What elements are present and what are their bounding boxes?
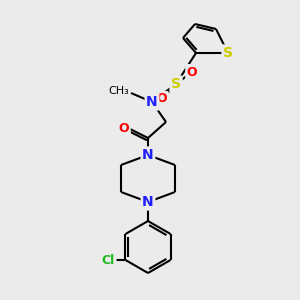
- Text: S: S: [171, 77, 181, 91]
- Text: S: S: [223, 46, 233, 60]
- Text: N: N: [142, 195, 154, 209]
- Text: O: O: [119, 122, 129, 134]
- Text: O: O: [157, 92, 167, 106]
- Text: O: O: [187, 65, 197, 79]
- Text: CH₃: CH₃: [108, 86, 129, 96]
- Text: N: N: [142, 148, 154, 162]
- Text: Cl: Cl: [102, 254, 115, 266]
- Text: N: N: [146, 95, 158, 109]
